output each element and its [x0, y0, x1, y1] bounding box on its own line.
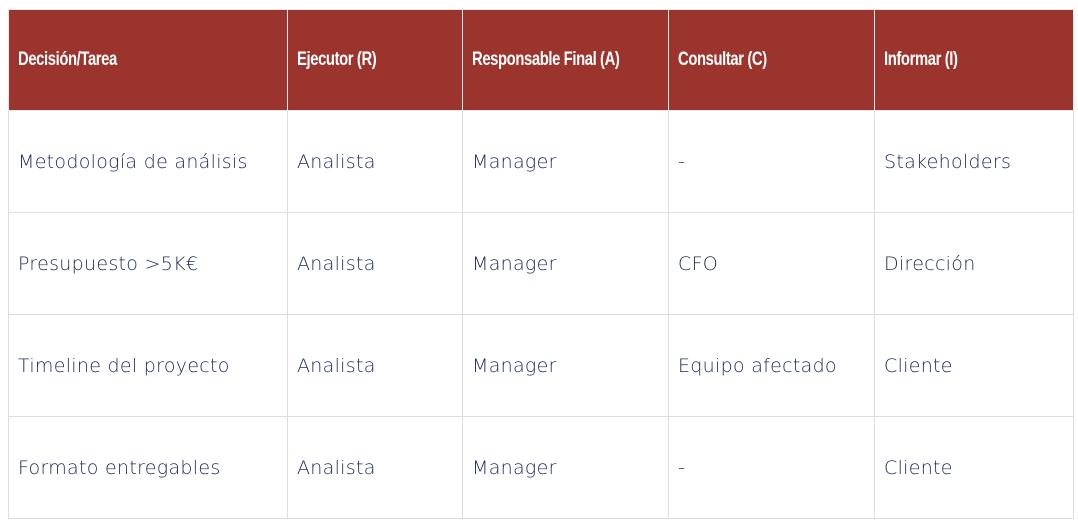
table-cell: Manager — [462, 314, 669, 417]
table-cell: Presupuesto >5K€ — [8, 212, 288, 315]
table-cell: Analista — [287, 110, 463, 213]
table-cell: Analista — [287, 212, 463, 315]
header-cell: Decisión/Tarea — [8, 9, 288, 111]
table-cell: - — [668, 110, 875, 213]
table-cell: Manager — [462, 212, 669, 315]
raci-table: Decisión/Tarea Ejecutor (R) Responsable Fi… — [8, 9, 1074, 519]
table-cell: Timeline del proyecto — [8, 314, 288, 417]
header-text: Decisión/Tarea — [18, 49, 117, 70]
table-cell: Dirección — [874, 212, 1074, 315]
table-cell: Analista — [287, 416, 463, 519]
table-cell: - — [668, 416, 875, 519]
header-text: Ejecutor (R) — [297, 49, 377, 70]
header-cell: Informar (I) — [874, 9, 1074, 111]
table-cell: Cliente — [874, 416, 1074, 519]
table-cell: Stakeholders — [874, 110, 1074, 213]
header-text: Informar (I) — [884, 49, 958, 70]
header-row: Decisión/Tarea Ejecutor (R) Responsable Fi… — [8, 9, 1074, 111]
header-text: Responsable Final (A) — [472, 49, 620, 70]
header-cell: Consultar (C) — [668, 9, 875, 111]
table-cell: Equipo afectado — [668, 314, 875, 417]
table-cell: CFO — [668, 212, 875, 315]
header-cell: Ejecutor (R) — [287, 9, 463, 111]
table-row: Formato entregables Analista Manager - Clien… — [8, 416, 1074, 519]
header-cell: Responsable Final (A) — [462, 9, 669, 111]
table-cell: Cliente — [874, 314, 1074, 417]
table-cell: Analista — [287, 314, 463, 417]
table-row: Timeline del proyecto Analista Manager Equi… — [8, 314, 1074, 417]
table-row: Metodología de análisis Analista Manager - S… — [8, 110, 1074, 213]
table-body: Metodología de análisis Analista Manager - S… — [8, 110, 1074, 519]
table-cell: Metodología de análisis — [8, 110, 288, 213]
header-text: Consultar (C) — [678, 49, 767, 70]
table-row: Presupuesto >5K€ Analista Manager CFO Direcc… — [8, 212, 1074, 315]
table-cell: Formato entregables — [8, 416, 288, 519]
table-cell: Manager — [462, 416, 669, 519]
table-cell: Manager — [462, 110, 669, 213]
